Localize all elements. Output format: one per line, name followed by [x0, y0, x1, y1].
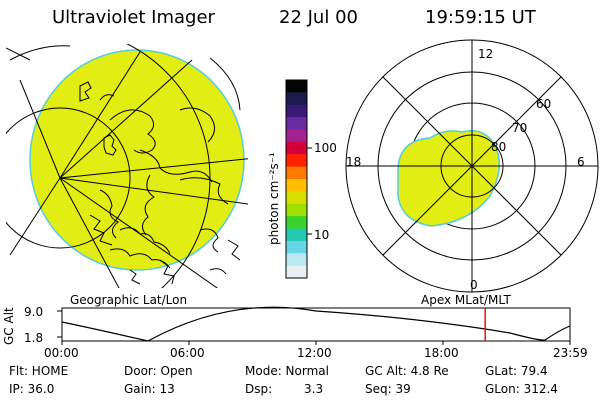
colorbar-band — [286, 240, 307, 254]
colorbar-band — [286, 104, 307, 118]
colorbar-band — [286, 129, 307, 143]
colorbar-band — [286, 191, 307, 205]
colorbar-band — [286, 228, 307, 242]
colorbar-tick-10: 10 — [314, 228, 330, 242]
status-dsp-value: 3.3 — [304, 382, 324, 396]
app-title: Ultraviolet Imager — [52, 7, 215, 28]
apex-panel-label: Apex MLat/MLT — [421, 293, 511, 307]
polar-emission-region — [397, 130, 501, 227]
status-seq: Seq: 39 — [365, 382, 411, 396]
colorbar-band — [286, 166, 307, 180]
status-flt: Flt: HOME — [9, 364, 69, 378]
colorbar-band — [286, 80, 307, 93]
colorbar-band — [286, 117, 307, 131]
colorbar-band — [286, 92, 307, 106]
time-label: 19:59:15 UT — [425, 7, 536, 28]
status-glon: GLon: 312.4 — [485, 382, 558, 396]
geographic-panel-label: Geographic Lat/Lon — [70, 293, 188, 307]
mlt-label-18: 18 — [346, 155, 362, 169]
date-label: 22 Jul 00 — [279, 7, 358, 28]
timeline-x-tick-1200: 12:00 — [297, 346, 332, 360]
colorbar-band — [286, 203, 307, 217]
colorbar-tick-100: 100 — [314, 141, 337, 155]
status-dsp-label: Dsp: — [245, 382, 273, 396]
mlat-label-70: 70 — [512, 121, 528, 135]
timeline-x-tick-2359: 23:59 — [553, 346, 588, 360]
status-gain: Gain: 13 — [124, 382, 175, 396]
mlt-label-12: 12 — [478, 47, 494, 61]
colorbar-band — [286, 216, 307, 230]
timeline-x-tick-0000: 00:00 — [44, 346, 79, 360]
mlat-label-80: 80 — [491, 140, 507, 154]
altitude-curve — [61, 306, 571, 342]
status-door: Door: Open — [124, 364, 193, 378]
colorbar-band — [286, 265, 307, 279]
status-glat: GLat: 79.4 — [485, 364, 548, 378]
status-ip: IP: 36.0 — [9, 382, 55, 396]
mlt-label-0: 0 — [470, 278, 478, 292]
status-gc-alt: GC Alt: 4.8 Re — [365, 364, 449, 378]
timeline-y-tick-1-8: 1.8 — [24, 331, 44, 345]
status-mode: Mode: Normal — [245, 364, 329, 378]
colorbar-band — [286, 179, 307, 192]
mlat-label-60: 60 — [536, 97, 552, 111]
timeline-y-tick-9: 9.0 — [24, 305, 44, 319]
colorbar-band — [286, 253, 307, 267]
mlt-label-6: 6 — [577, 155, 585, 169]
timeline-x-tick-1800: 18:00 — [424, 346, 459, 360]
timeline-x-tick-0600: 06:00 — [170, 346, 205, 360]
colorbar-band — [286, 154, 307, 168]
colorbar-band — [286, 141, 307, 155]
timeline-y-axis-label: GC Alt — [2, 307, 16, 345]
